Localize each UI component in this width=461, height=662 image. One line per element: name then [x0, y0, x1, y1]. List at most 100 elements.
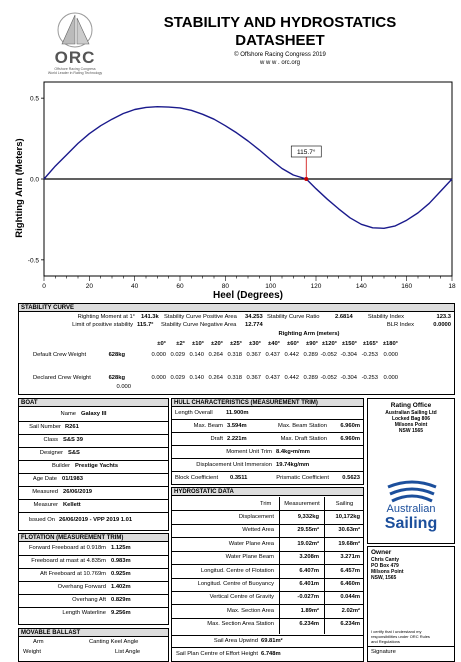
x-tick-label: 60 [176, 283, 184, 290]
default-value-0: 0.000 [151, 352, 166, 358]
measurer-value: Kellett [63, 502, 81, 508]
index-value: 123.3 [436, 314, 451, 320]
hydro-row-sailing: 2.02m² [341, 607, 360, 614]
neg-area-value: 12.774 [245, 322, 263, 328]
website: w w w . orc.org [259, 60, 300, 66]
hydro-row-measurement: 6.401m [299, 581, 319, 587]
hull-title: HULL CHARACTERISTICS (MEASUREMENT TRIM) [172, 399, 363, 407]
rating-office-line2: Locked Bag 806 [391, 416, 431, 422]
default-value-7: 0.442 [284, 352, 299, 358]
flotation-row-label: Length Waterline [62, 610, 106, 616]
hydro-row-measurement: 6.407m [299, 567, 319, 574]
hydro-row-sailing: 19.68m² [338, 540, 360, 547]
rating-office-line1: Australian Sailing Ltd [385, 410, 437, 416]
logo-word-australian: Australian [386, 503, 436, 515]
hydro-row-measurement: 9,332kg [297, 514, 319, 520]
index-label: Stability Index [367, 314, 404, 320]
orc-logo: ORC Offshore Racing Congress World Leade… [40, 10, 110, 76]
default-value-10: -0.304 [340, 352, 357, 358]
flotation-row-value: 0.925m [111, 571, 131, 577]
prismatic-coef-label: Prismatic Coefficient [276, 475, 329, 481]
x-tick-label: 40 [131, 283, 139, 290]
declared-value-1: 0.029 [170, 375, 185, 381]
flotation-row-value: 9.256m [111, 610, 131, 616]
rating-office-line3: Milsons Point [394, 422, 428, 428]
draft-value: 2.221m [227, 436, 247, 442]
annotation-box [290, 145, 322, 158]
doc-title-line2: DATASHEET [235, 32, 325, 49]
owner-signature-label: Signature [371, 649, 396, 655]
y-tick-label: 0.0 [30, 177, 39, 184]
x-tick-label: 100 [265, 283, 276, 290]
x-tick-label: 160 [401, 283, 412, 290]
ballast-weight-label: Weight [23, 649, 41, 655]
default-value-2: 0.140 [189, 352, 204, 358]
ballast-keel-angle-label: Canting Keel Angle [89, 639, 139, 645]
declared-value-11: -0.253 [361, 375, 378, 381]
default-value-12: 0.000 [383, 352, 398, 358]
maxbeam-value: 3.594m [227, 423, 247, 429]
orc-logo-text: ORC [54, 48, 96, 67]
doc-title-line1: STABILITY AND HYDROSTATICS [163, 14, 397, 31]
declared-value-4: 0.318 [227, 375, 242, 381]
hydro-row-sailing: 3.271m [340, 554, 360, 561]
declared-value-3: 0.264 [208, 375, 223, 381]
hydro-row-label: Water Plane Area [228, 540, 274, 547]
angle-header-9: ±120° [321, 341, 337, 347]
hydro-row-sailing: 0.044m [340, 594, 360, 601]
owner-cert2: responsibilities under ORC Rules [371, 634, 430, 639]
annotation-label: 115.7° [297, 148, 316, 156]
boat-name-value: Galaxy III [81, 411, 107, 417]
hydro-row-sailing: 30.63m² [338, 527, 360, 534]
loa-value: 11.900m [226, 410, 249, 416]
default-value-4: 0.318 [227, 352, 242, 358]
owner-section: Owner Chris Canty PO Box 479 Milsons Poi… [367, 546, 455, 662]
angle-header-12: ±180° [382, 341, 398, 347]
class-label: Class [43, 437, 59, 443]
sail-area-upwind-value: 69.81m² [261, 638, 283, 644]
ballast-arm-label: Arm [33, 639, 44, 645]
boat-title: BOAT [19, 399, 168, 407]
angle-header-3: ±20° [211, 341, 223, 347]
declared-value-2: 0.140 [189, 375, 204, 381]
default-value-9: -0.052 [320, 352, 337, 358]
hydro-row-sailing: 10,172kg [335, 514, 361, 520]
hydro-col-sailing: Sailing [335, 501, 354, 507]
orc-logo-sub2: World Leader in Rating Technology [47, 71, 103, 75]
declared-value-12: 0.000 [383, 375, 398, 381]
annotation-point [304, 177, 309, 181]
hydro-row-sailing: 6.460m [340, 581, 360, 587]
owner-cert3: and Regulations [371, 639, 400, 644]
default-value-5: 0.367 [246, 352, 261, 358]
class-value: S&S 39 [63, 437, 83, 443]
stability-curve-section: STABILITY CURVE Righting Moment at 1° 14… [18, 303, 455, 395]
owner-title: Owner [371, 549, 392, 556]
y-tick-label: -0.5 [28, 257, 40, 264]
blr-label: BLR Index [386, 322, 414, 328]
pos-area-label: Stability Curve Positive Area [164, 314, 237, 320]
hydro-row-label: Longitud. Centre of Flotation [200, 567, 274, 574]
pos-area-value: 34.253 [245, 314, 263, 320]
angle-header-4: ±25° [230, 341, 242, 347]
neg-area-label: Stability Curve Negative Area [161, 322, 237, 328]
rm1-label: Righting Moment at 1° [77, 314, 135, 320]
beam-station-label: Max. Beam Station [278, 423, 327, 429]
x-axis-label: Heel (Degrees) [213, 290, 283, 301]
movable-ballast-section: MOVABLE BALLAST Arm Canting Keel Angle W… [18, 628, 169, 662]
declared-value-6: 0.437 [265, 375, 280, 381]
lps-value: 115.7° [137, 322, 154, 328]
designer-label: Designer [39, 450, 63, 456]
blr-value: 0.0000 [433, 322, 451, 328]
righting-arm-curve [43, 106, 453, 229]
builder-label: Builder [51, 463, 70, 469]
declared-value-0: 0.000 [151, 375, 166, 381]
angle-header-5: ±30° [249, 341, 261, 347]
angle-header-11: ±165° [362, 341, 378, 347]
angle-header-10: ±150° [341, 341, 357, 347]
dui-value: 19.74kg/mm [276, 462, 310, 468]
default-value-3: 0.264 [208, 352, 223, 358]
hydro-row-measurement: 1.89m² [300, 607, 319, 614]
block-coef-label: Block Coefficient [175, 475, 219, 481]
sail-area-upwind-label: Sail Area Upwind [213, 638, 258, 644]
declared-value-7: 0.442 [284, 375, 299, 381]
